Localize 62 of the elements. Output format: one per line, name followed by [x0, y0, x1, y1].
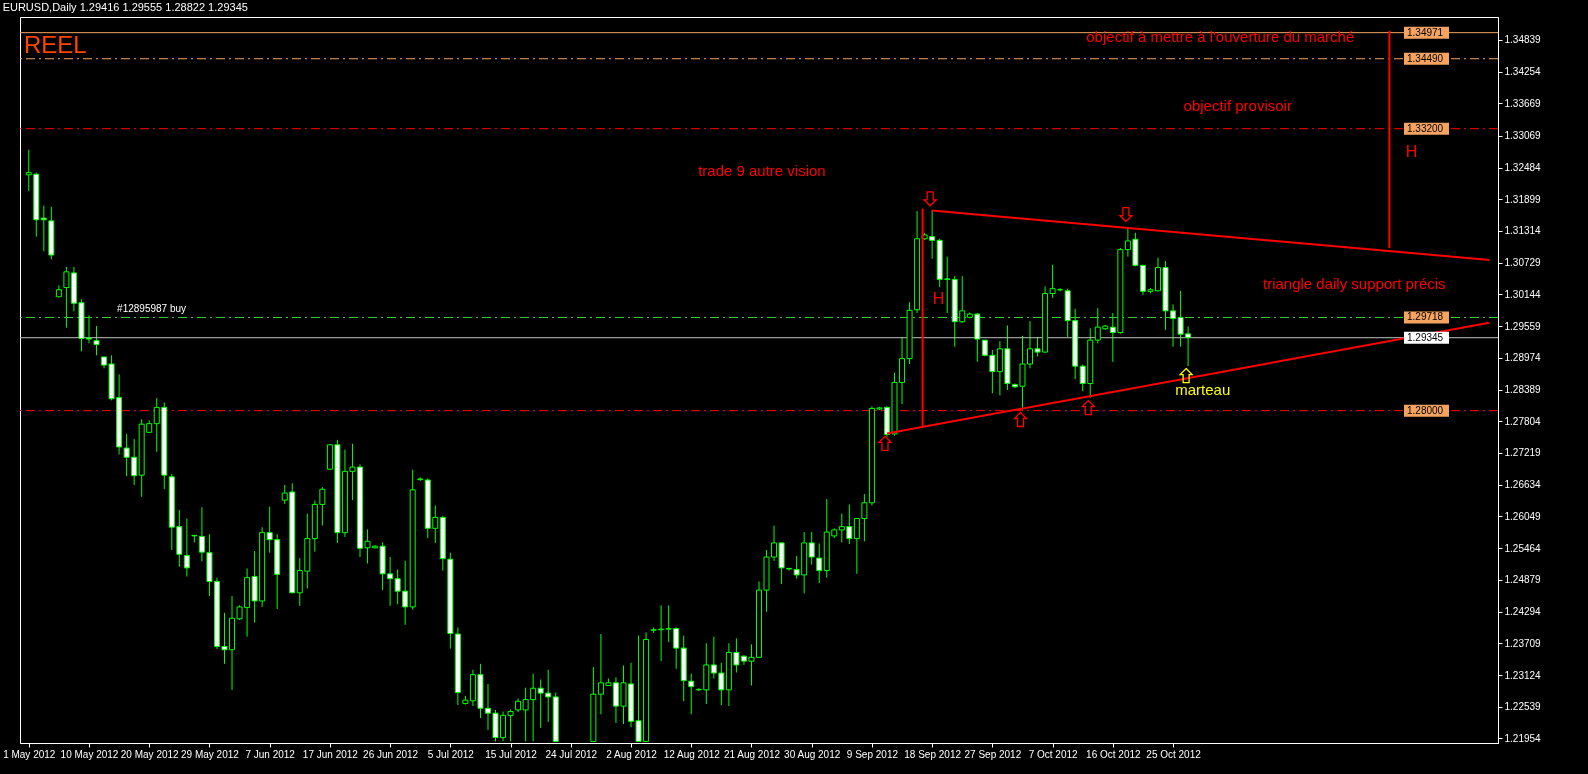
x-tick-label: 15 Jul 2012 [485, 748, 538, 760]
x-tick-label: 29 May 2012 [181, 748, 240, 760]
y-tick-label: 1.34839 [1504, 34, 1542, 46]
y-tick-label: 1.27219 [1504, 447, 1542, 459]
y-tick-label: 1.30729 [1504, 257, 1542, 269]
y-tick-label: 1.33069 [1504, 130, 1542, 142]
ref-line-label: 1.34490 [1407, 52, 1444, 64]
annotation: trade 9 autre vision [698, 162, 826, 179]
x-tick-label: 17 Jun 2012 [302, 748, 359, 760]
y-tick-label: 1.23124 [1504, 669, 1542, 681]
annotation: #12895987 buy [117, 303, 187, 314]
x-tick-label: 2 Aug 2012 [606, 748, 658, 760]
ref-line-label: 1.34971 [1407, 26, 1444, 38]
y-tick-label: 1.21954 [1504, 732, 1542, 744]
y-tick-label: 1.33669 [1504, 97, 1542, 109]
x-tick-label: 25 Oct 2012 [1146, 748, 1202, 760]
annotation: objectif provisoir [1183, 97, 1292, 114]
y-tick-label: 1.27804 [1504, 415, 1542, 427]
x-tick-label: 16 Oct 2012 [1086, 748, 1141, 760]
x-tick-label: 24 Jul 2012 [545, 748, 598, 760]
x-tick-label: 7 Jun 2012 [245, 748, 296, 760]
x-tick-label: 12 Aug 2012 [663, 748, 721, 760]
y-tick-label: 1.34254 [1504, 66, 1542, 78]
x-tick-label: 18 Sep 2012 [904, 748, 962, 760]
candlestick [688, 673, 695, 715]
x-tick-label: 20 May 2012 [120, 748, 180, 760]
annotation: marteau [1175, 381, 1231, 398]
y-tick-label: 1.23709 [1504, 637, 1542, 649]
ref-line-label: 1.28000 [1407, 404, 1444, 416]
y-tick-label: 1.30144 [1504, 288, 1542, 300]
x-tick-label: 27 Sep 2012 [964, 748, 1022, 760]
annotation: triangle daily support précis [1262, 275, 1446, 292]
y-tick-label: 1.24294 [1504, 606, 1542, 618]
y-tick-label: 1.26049 [1504, 510, 1542, 522]
x-tick-label: 26 Jun 2012 [363, 748, 419, 760]
y-tick-label: 1.22539 [1504, 701, 1542, 713]
candlestick [93, 325, 100, 356]
ref-line-label: 1.29345 [1407, 331, 1444, 343]
y-tick-label: 1.29559 [1504, 320, 1542, 332]
ref-line-label: 1.29718 [1407, 311, 1444, 323]
y-tick-label: 1.24879 [1504, 574, 1542, 586]
x-tick-label: 30 Aug 2012 [784, 748, 841, 760]
y-tick-label: 1.28974 [1504, 352, 1542, 364]
ref-line-label: 1.33200 [1407, 122, 1444, 134]
candlestick [183, 518, 190, 578]
y-tick-label: 1.31314 [1504, 225, 1542, 237]
x-tick-label: 9 Sep 2012 [846, 748, 899, 760]
y-tick-label: 1.32484 [1504, 162, 1542, 174]
annotation: H [932, 290, 945, 307]
y-tick-label: 1.28389 [1504, 384, 1542, 396]
x-tick-label: 7 Oct 2012 [1028, 748, 1078, 760]
y-tick-label: 1.26634 [1504, 479, 1542, 491]
annotation: objectif à mettre à l'ouverture du marché [1086, 28, 1355, 45]
x-tick-label: 5 Jul 2012 [427, 748, 475, 760]
x-tick-label: 1 May 2012 [3, 748, 56, 760]
x-tick-label: 21 Aug 2012 [723, 748, 781, 760]
y-tick-label: 1.31899 [1504, 193, 1542, 205]
annotation: H [1405, 143, 1418, 160]
x-tick-label: 10 May 2012 [60, 748, 119, 760]
chart-title: EURUSD,Daily 1.29416 1.29555 1.28822 1.29345 [2, 1, 248, 13]
annotation: REEL [23, 31, 87, 58]
y-tick-label: 1.25464 [1504, 542, 1542, 554]
